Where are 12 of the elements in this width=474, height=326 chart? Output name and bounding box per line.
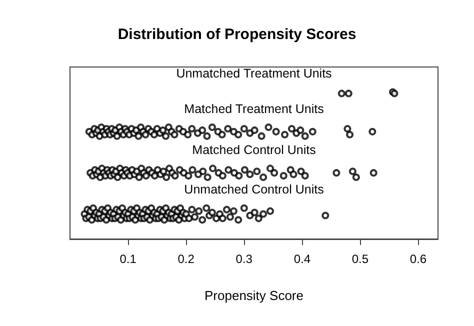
x-axis-title: Propensity Score — [204, 288, 304, 303]
x-tick-label: 0.2 — [178, 252, 195, 266]
chart-title: Distribution of Propensity Scores — [118, 26, 356, 43]
series-label: Matched Treatment Units — [184, 102, 324, 116]
x-tick-label: 0.1 — [120, 252, 137, 266]
x-tick-label: 0.5 — [352, 252, 369, 266]
series-label: Unmatched Treatment Units — [176, 66, 332, 80]
series-label: Unmatched Control Units — [184, 182, 324, 197]
x-tick-label: 0.3 — [236, 252, 253, 266]
x-tick-label: 0.6 — [410, 252, 427, 266]
series-label: Matched Control Units — [192, 142, 316, 157]
x-tick-label: 0.4 — [294, 252, 311, 266]
